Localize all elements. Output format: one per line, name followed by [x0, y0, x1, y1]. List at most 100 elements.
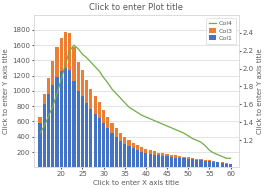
Bar [199, 159, 202, 160]
Col4 [165, 125, 169, 127]
Bar [94, 114, 97, 167]
Bar [182, 158, 186, 167]
Bar [123, 137, 126, 144]
Bar [165, 156, 169, 167]
Bar [81, 70, 84, 96]
Bar [174, 155, 177, 157]
Bar [187, 159, 190, 167]
Bar [148, 150, 152, 154]
Y-axis label: Click to enter Y axis title: Click to enter Y axis title [3, 48, 10, 134]
Col4 [225, 157, 228, 160]
Bar [208, 161, 211, 167]
Bar [170, 157, 173, 167]
Col4 [51, 105, 54, 107]
Col4 [119, 97, 122, 99]
Bar [140, 152, 143, 167]
Bar [144, 149, 147, 153]
Bar [136, 145, 139, 150]
Col4 [47, 115, 50, 117]
Bar [110, 133, 114, 167]
Col4 [144, 116, 147, 118]
Col4 [106, 82, 109, 84]
Col4 [77, 48, 80, 50]
Col4 [64, 63, 67, 65]
Bar [115, 128, 118, 137]
Col4 [208, 149, 211, 151]
Bar [60, 38, 63, 71]
Bar [182, 156, 186, 158]
Bar [221, 162, 224, 163]
Col4 [98, 70, 101, 72]
Bar [110, 123, 114, 133]
Col4 [60, 78, 63, 81]
Bar [39, 123, 42, 167]
Bar [212, 162, 215, 167]
Col4 [110, 88, 114, 90]
Bar [119, 141, 122, 167]
Bar [127, 146, 131, 167]
Bar [55, 47, 59, 77]
Bar [39, 117, 42, 123]
Bar [98, 119, 101, 167]
Bar [51, 61, 54, 85]
Bar [102, 123, 105, 167]
Bar [119, 133, 122, 141]
Bar [115, 137, 118, 167]
Col4 [140, 114, 143, 116]
Bar [165, 154, 169, 156]
Legend: Col4, Col3, Col1: Col4, Col3, Col1 [206, 18, 236, 44]
Col4 [94, 66, 97, 68]
Bar [85, 103, 88, 167]
Y-axis label: Click to enter Y axis title: Click to enter Y axis title [256, 48, 263, 134]
Bar [132, 143, 135, 148]
Bar [191, 160, 194, 167]
Col4 [123, 101, 126, 104]
Col4 [81, 53, 84, 55]
Col4 [203, 145, 207, 147]
Bar [102, 109, 105, 123]
Bar [208, 160, 211, 161]
Bar [157, 153, 160, 155]
Bar [136, 150, 139, 167]
Col4 [132, 109, 135, 111]
Col4 [148, 118, 152, 120]
Col4 [229, 157, 232, 160]
Col4 [161, 123, 164, 125]
Bar [64, 32, 67, 68]
Bar [51, 85, 54, 167]
Bar [47, 94, 50, 167]
Bar [216, 162, 219, 167]
Bar [68, 70, 71, 167]
Bar [81, 96, 84, 167]
Bar [47, 78, 50, 94]
Bar [89, 89, 93, 109]
Col4 [136, 111, 139, 114]
Bar [225, 164, 228, 167]
Bar [60, 71, 63, 167]
Col4 [102, 76, 105, 79]
Bar [140, 147, 143, 152]
Col4 [187, 135, 190, 137]
Bar [43, 104, 46, 167]
Bar [72, 81, 76, 167]
Bar [170, 155, 173, 157]
Bar [191, 158, 194, 160]
Bar [174, 157, 177, 167]
Bar [127, 140, 131, 146]
Bar [123, 144, 126, 167]
X-axis label: Click to enter X axis title: Click to enter X axis title [93, 180, 180, 186]
Bar [148, 154, 152, 167]
Bar [187, 157, 190, 159]
Col4 [216, 154, 219, 156]
Bar [203, 160, 207, 161]
Bar [43, 94, 46, 104]
Bar [64, 68, 67, 167]
Col4 [212, 152, 215, 154]
Col4 [153, 119, 156, 122]
Bar [221, 163, 224, 167]
Col4 [85, 57, 88, 59]
Col4 [43, 125, 46, 127]
Bar [144, 153, 147, 167]
Col4 [199, 141, 202, 143]
Col4 [195, 139, 198, 142]
